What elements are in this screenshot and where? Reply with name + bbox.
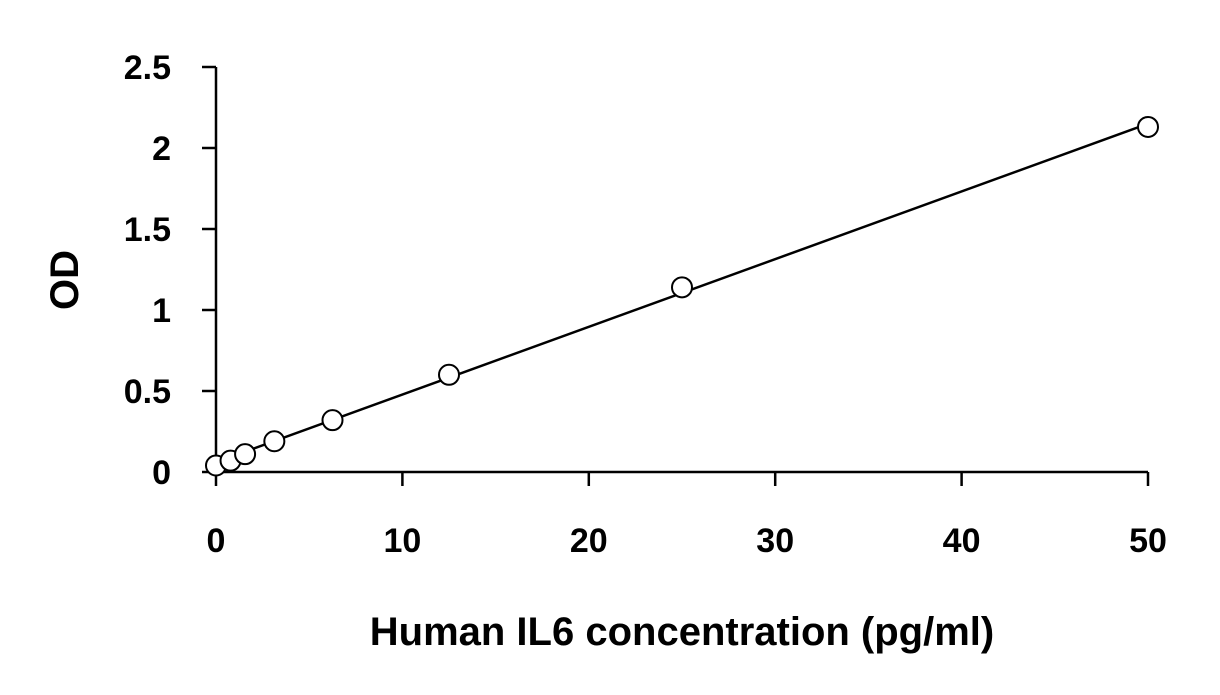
- x-tick-label: 0: [207, 522, 226, 560]
- x-tick-label: 10: [383, 522, 421, 560]
- data-point: [321, 409, 344, 432]
- y-axis-title: OD: [43, 250, 87, 310]
- axes: [202, 65, 1150, 486]
- data-points: [205, 115, 1159, 477]
- data-point: [234, 443, 257, 466]
- y-tick-label: 0: [152, 454, 171, 492]
- y-tick-label: 2: [152, 130, 171, 168]
- y-tick-label: 2.5: [124, 49, 171, 87]
- y-tick-label: 1.5: [124, 211, 171, 249]
- x-tick-label: 50: [1129, 522, 1167, 560]
- x-tick-label: 40: [943, 522, 981, 560]
- data-point: [438, 363, 460, 386]
- data-point: [1137, 115, 1159, 138]
- x-tick-label: 20: [570, 522, 608, 560]
- data-point: [671, 276, 693, 299]
- data-point: [263, 430, 286, 453]
- x-axis-title: Human IL6 concentration (pg/ml): [370, 610, 994, 654]
- y-tick-label: 0.5: [124, 373, 171, 411]
- x-tick-label: 30: [756, 522, 794, 560]
- y-tick-label: 1: [152, 292, 171, 330]
- tick-labels: 0 0.5 1 1.5 2 2.5 0 10 20 30 40 50: [124, 49, 1167, 560]
